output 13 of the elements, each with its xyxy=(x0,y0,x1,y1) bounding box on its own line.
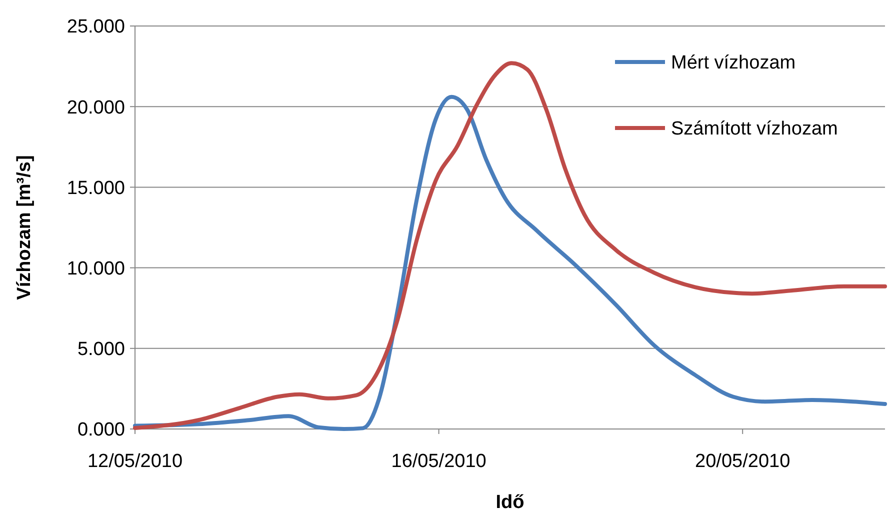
y-tick-label: 10.000 xyxy=(66,258,125,280)
x-tick-label: 20/05/2010 xyxy=(695,451,790,472)
y-tick-label: 5.000 xyxy=(77,339,125,360)
y-tick-label: 15.000 xyxy=(66,178,125,199)
x-tick-label: 12/05/2010 xyxy=(87,451,183,472)
x-tick-label: 16/05/2010 xyxy=(391,451,486,472)
y-tick-label: 20.000 xyxy=(66,97,125,118)
y-axis-title: Vízhozam [m³/s] xyxy=(14,155,35,300)
legend-label: Számított vízhozam xyxy=(671,118,838,140)
x-axis-title: Idő xyxy=(496,492,524,513)
legend-label: Mért vízhozam xyxy=(671,52,796,74)
y-tick-label: 0.000 xyxy=(77,420,125,441)
y-tick-label: 25.000 xyxy=(66,16,125,38)
